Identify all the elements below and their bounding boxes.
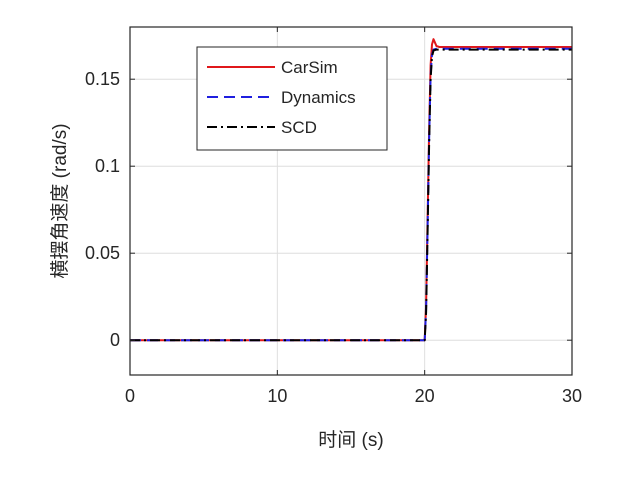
y-tick-label: 0.05 bbox=[85, 243, 120, 263]
x-tick-label: 30 bbox=[562, 386, 582, 406]
x-tick-label: 20 bbox=[415, 386, 435, 406]
y-axis-label: 横摆角速度 (rad/s) bbox=[49, 123, 71, 278]
legend-box bbox=[196, 46, 388, 151]
legend-label: Dynamics bbox=[281, 88, 356, 107]
y-tick-label: 0 bbox=[110, 330, 120, 350]
legend-label: CarSim bbox=[281, 58, 338, 77]
y-tick-label: 0.1 bbox=[95, 156, 120, 176]
x-tick-label: 0 bbox=[125, 386, 135, 406]
y-tick-label: 0.15 bbox=[85, 69, 120, 89]
x-tick-label: 10 bbox=[267, 386, 287, 406]
legend-label: SCD bbox=[281, 118, 317, 137]
legend: CarSim Dynamics SCD bbox=[196, 46, 388, 151]
x-axis-label: 时间 (s) bbox=[318, 429, 383, 451]
series-line-scd bbox=[130, 48, 572, 342]
plot-frame bbox=[129, 26, 573, 376]
series-lines bbox=[130, 38, 572, 342]
axis-ticks: 0 10 20 30 0 0.05 0.1 0.15 bbox=[85, 27, 582, 406]
